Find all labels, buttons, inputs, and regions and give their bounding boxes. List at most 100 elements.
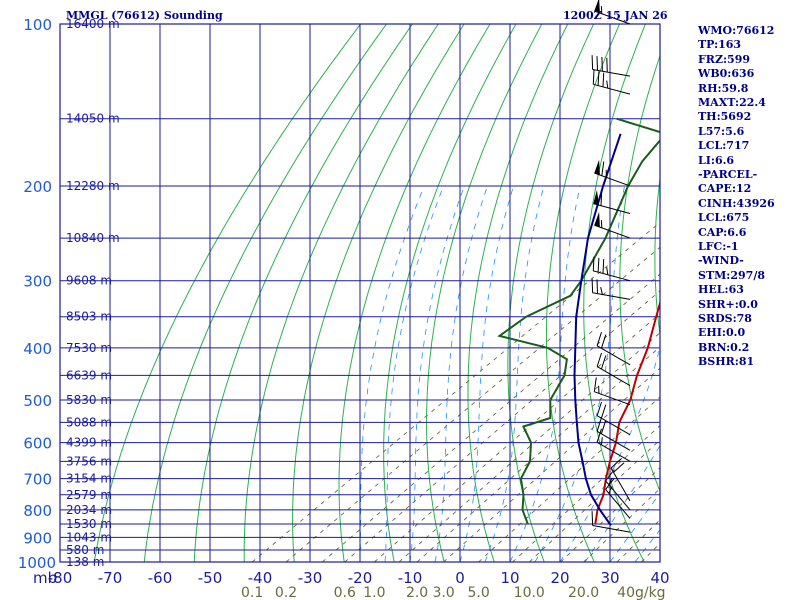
- sounding-index-item: LFC:-1: [698, 240, 739, 253]
- temperature-tick-label: -60: [148, 569, 173, 587]
- sounding-index-item: BRN:0.2: [698, 340, 750, 354]
- wind-barb: [596, 332, 631, 366]
- height-label: 1530 m: [66, 517, 112, 531]
- grid-layer: [60, 0, 800, 573]
- dry-adiabat-line: [292, 24, 465, 562]
- wind-barb: [591, 55, 631, 77]
- height-label: 5830 m: [66, 393, 112, 407]
- wind-barb-feather: [592, 256, 595, 271]
- wind-barb-pennant: [593, 190, 600, 206]
- height-label: 8503 m: [66, 310, 112, 324]
- sounding-title: MMGL (76612) Sounding: [66, 9, 223, 22]
- sounding-index-item: TP:163: [698, 38, 742, 52]
- height-label: 9608 m: [66, 274, 112, 288]
- pressure-tick-label: 400: [23, 340, 52, 358]
- sounding-index-item: LCL:717: [698, 139, 750, 153]
- wind-barb-staff: [596, 415, 631, 436]
- temperature-tick-label: -70: [98, 569, 123, 587]
- wind-barb-feather: [601, 161, 605, 176]
- wind-barb-staff: [594, 224, 631, 239]
- moist-adiabat-line: [384, 185, 444, 562]
- sounding-index-item: SRDS:78: [698, 312, 752, 325]
- wind-barb-feather: [596, 56, 598, 71]
- height-label: 14050 m: [66, 112, 120, 126]
- wind-barb-feather: [610, 458, 622, 469]
- sounding-index-item: RH:59.8: [698, 81, 749, 95]
- wind-barb: [594, 211, 631, 239]
- sounding-index-item: LCL:675: [698, 211, 750, 225]
- wind-barb: [605, 477, 631, 519]
- plot-frame: [59, 23, 661, 563]
- height-label: 4399 m: [66, 436, 112, 450]
- sounding-index-item: CINH:43926: [698, 196, 775, 210]
- mixing-ratio-line: [512, 424, 660, 562]
- wind-barb-feather: [605, 477, 615, 490]
- wind-barb-feather: [591, 55, 594, 70]
- dry-adiabat-line: [93, 24, 362, 562]
- wind-barb-feather: [608, 486, 613, 494]
- wind-barb-staff: [605, 489, 631, 519]
- temperature-tick-label: 40: [650, 569, 669, 587]
- wind-barb-feather: [601, 56, 603, 72]
- wind-barb-feather: [606, 267, 609, 275]
- sounding-index-item: EHI:0.0: [698, 326, 746, 340]
- height-label: 580 m: [66, 543, 104, 557]
- dry-adiabat-line: [193, 24, 414, 562]
- height-label: 1043 m: [66, 530, 112, 544]
- wind-barb-feather: [606, 80, 609, 89]
- wind-barb-staff: [593, 203, 631, 214]
- wind-barb-staff: [593, 83, 631, 95]
- wind-barb-staff: [610, 467, 631, 502]
- wind-barb-feather: [596, 332, 602, 346]
- sounding-index-item: CAP:6.6: [698, 225, 747, 239]
- wind-barb-staff: [594, 10, 631, 25]
- wind-barb-feather: [613, 462, 625, 473]
- wind-barb: [593, 190, 631, 214]
- dry-adiabat-line: [383, 24, 517, 562]
- moist-adiabat-line: [409, 185, 465, 562]
- wind-barb-pennant: [594, 0, 600, 14]
- wind-barb: [596, 352, 631, 387]
- wind-barb-staff: [593, 270, 631, 282]
- pressure-tick-label: 300: [23, 273, 52, 291]
- height-label: 16400 m: [66, 17, 120, 31]
- dry-adiabat-line: [243, 24, 439, 562]
- sounding-index-item: STM:297/8: [698, 268, 765, 282]
- pressure-tick-label: 700: [23, 471, 52, 489]
- wind-barb-feather: [600, 420, 607, 434]
- wind-barb-staff: [592, 292, 631, 300]
- wind-barb-feather: [596, 352, 602, 367]
- wind-barb-staff: [605, 480, 631, 511]
- moist-adiabat-line: [609, 492, 660, 562]
- wind-barb-feather: [597, 71, 600, 86]
- mixing-ratio-label: 3.0: [432, 585, 454, 600]
- pressure-tick-label: 800: [23, 502, 52, 520]
- pressure-tick-label: 1000: [18, 554, 56, 572]
- series-layer: [497, 117, 660, 526]
- dry-adiabat-line: [143, 24, 388, 562]
- temperature-profile-line: [594, 299, 660, 525]
- dry-adiabat-line: [754, 0, 800, 573]
- wind-barb: [594, 0, 631, 25]
- sounding-index-item: HEL:63: [698, 283, 744, 297]
- wind-barb-staff: [592, 69, 631, 77]
- wind-barb-feather: [600, 437, 603, 445]
- wind-barb-staff: [596, 441, 631, 462]
- moist-adiabat-line: [509, 185, 581, 562]
- wind-barb-feather: [600, 286, 603, 295]
- wind-barb: [594, 159, 631, 187]
- wind-barb: [596, 428, 631, 462]
- wind-barb: [592, 256, 631, 282]
- pressure-tick-label: 200: [23, 178, 52, 196]
- mixing-ratio-label: 10.0: [514, 585, 545, 600]
- height-label: 12280 m: [66, 179, 120, 193]
- wind-barb-feather: [600, 355, 607, 370]
- temperature-tick-label: 30: [600, 569, 619, 587]
- wind-barb-feather: [596, 428, 602, 443]
- mixing-ratio-label: 40g/kg: [617, 585, 665, 600]
- temperature-tick-label: 20: [550, 569, 569, 587]
- mixing-ratio-label: 0.2: [275, 585, 297, 600]
- mixing-ratio-line: [528, 439, 660, 562]
- wind-barb-feather: [600, 334, 607, 349]
